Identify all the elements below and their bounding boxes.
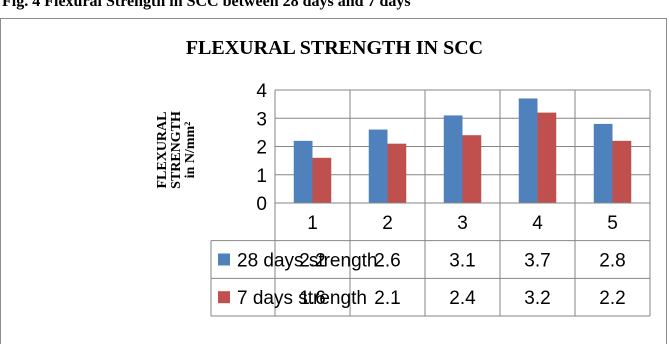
bar-s1-c3	[443, 115, 463, 203]
data-value-s1-c1: 2.2	[299, 251, 325, 272]
category-label-5: 5	[607, 213, 618, 234]
legend-label-2: 7 days strength	[237, 288, 367, 309]
y-tick-label-2: 2	[256, 138, 267, 159]
bar-s2-c3	[462, 135, 482, 203]
y-tick-label-1: 1	[256, 166, 267, 187]
legend-swatch-1	[218, 253, 230, 266]
bar-s1-c2	[368, 129, 388, 203]
y-tick-label-4: 4	[256, 81, 267, 102]
data-value-s2-c4: 3.2	[524, 288, 550, 309]
category-label-2: 2	[382, 213, 393, 234]
y-tick-label-3: 3	[256, 109, 267, 130]
data-value-s2-c3: 2.4	[449, 288, 476, 309]
bar-s2-c4	[537, 112, 557, 203]
legend-swatch-2	[218, 291, 230, 304]
bar-s1-c5	[593, 123, 613, 203]
category-label-1: 1	[307, 213, 318, 234]
legend-label-1: 28 days strength	[237, 251, 377, 272]
category-label-4: 4	[532, 213, 543, 234]
data-value-s1-c3: 3.1	[449, 251, 475, 272]
bar-s2-c1	[312, 157, 332, 203]
data-value-s2-c5: 2.2	[599, 288, 625, 309]
data-value-s2-c1: 1.6	[299, 288, 325, 309]
top-caption-strip: Fig. 4 Flexural Strength in SCC between …	[0, 0, 669, 18]
bar-s1-c1	[293, 140, 313, 203]
bar-s2-c5	[612, 140, 632, 203]
chart-title: FLEXURAL STRENGTH IN SCC	[185, 37, 484, 59]
data-value-s2-c2: 2.1	[374, 288, 400, 309]
data-value-s1-c2: 2.6	[374, 251, 400, 272]
chart-frame	[0, 18, 667, 344]
bar-s2-c2	[387, 143, 407, 203]
data-value-s1-c5: 2.8	[599, 251, 625, 272]
top-caption: Fig. 4 Flexural Strength in SCC between …	[2, 0, 411, 10]
bar-s1-c4	[518, 98, 538, 203]
y-tick-label-0: 0	[256, 194, 267, 215]
category-label-3: 3	[457, 213, 468, 234]
data-value-s1-c4: 3.7	[524, 251, 550, 272]
